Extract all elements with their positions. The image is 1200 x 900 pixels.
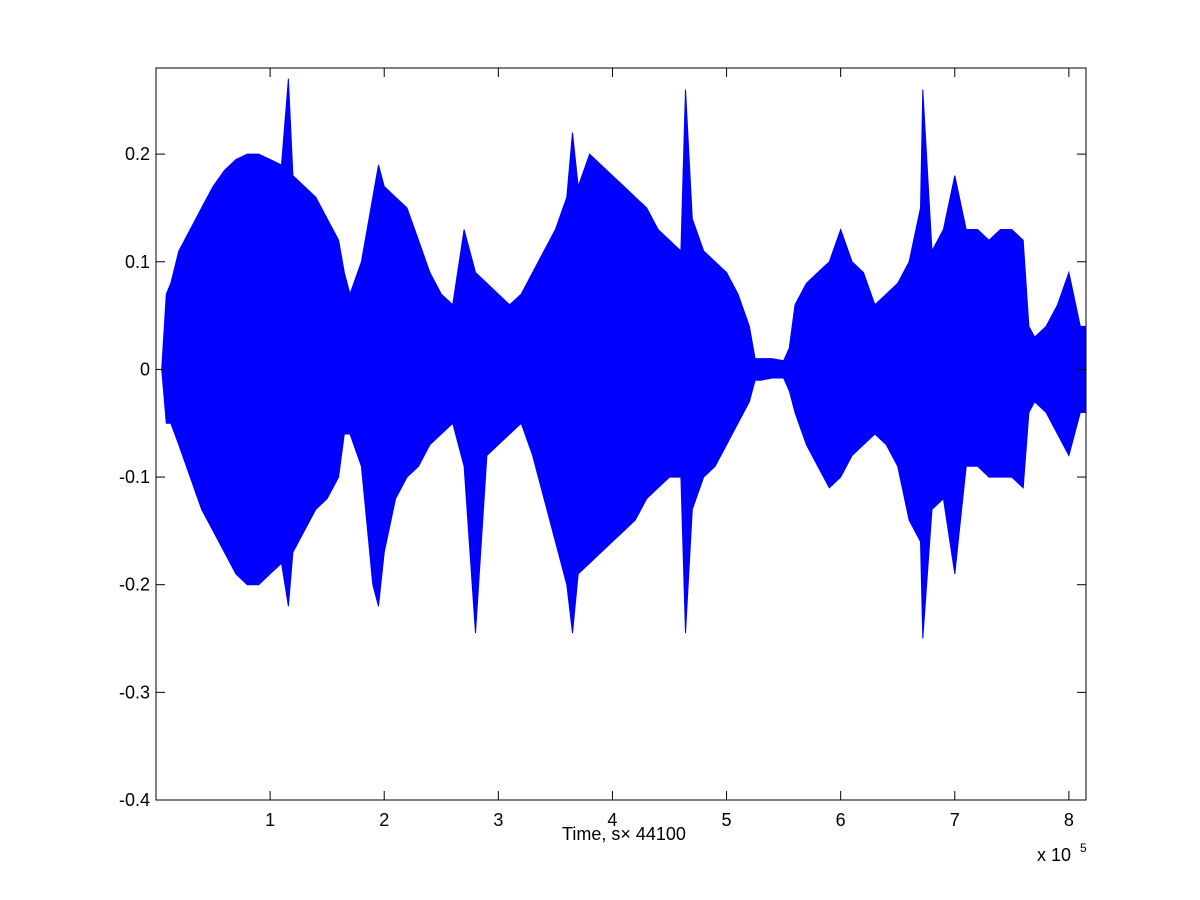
x-axis-exponent-power: 5 [1080, 841, 1087, 855]
y-tick-label: -0.1 [119, 467, 150, 487]
x-tick-label: 3 [493, 810, 503, 830]
x-tick-label: 8 [1064, 810, 1074, 830]
y-tick-label: 0.1 [125, 252, 150, 272]
x-tick-label: 5 [722, 810, 732, 830]
x-axis-exponent-base: x 10 [1037, 845, 1071, 865]
axes-box [155, 67, 1087, 801]
x-tick-label: 6 [836, 810, 846, 830]
tick-labels: 1 2 3 4 5 6 7 8 -0.4 -0.3 -0.2 -0.1 0 0.1 0.2 [119, 144, 1074, 830]
ticks [156, 68, 1086, 801]
y-tick-label: -0.3 [119, 682, 150, 702]
x-tick-label: 4 [607, 810, 617, 830]
y-tick-label: 0 [140, 359, 150, 379]
x-tick-label: 1 [265, 810, 275, 830]
waveform-trace-0 [162, 97, 1087, 610]
x-tick-label: 2 [379, 810, 389, 830]
y-tick-label: -0.4 [119, 790, 150, 810]
x-axis-label: Time, s× 44100 [562, 824, 686, 844]
x-axis-exponent: x 10 5 [1037, 841, 1087, 865]
y-tick-label: -0.2 [119, 575, 150, 595]
y-tick-label: 0.2 [125, 144, 150, 164]
axes [155, 67, 1087, 801]
x-tick-label: 7 [950, 810, 960, 830]
